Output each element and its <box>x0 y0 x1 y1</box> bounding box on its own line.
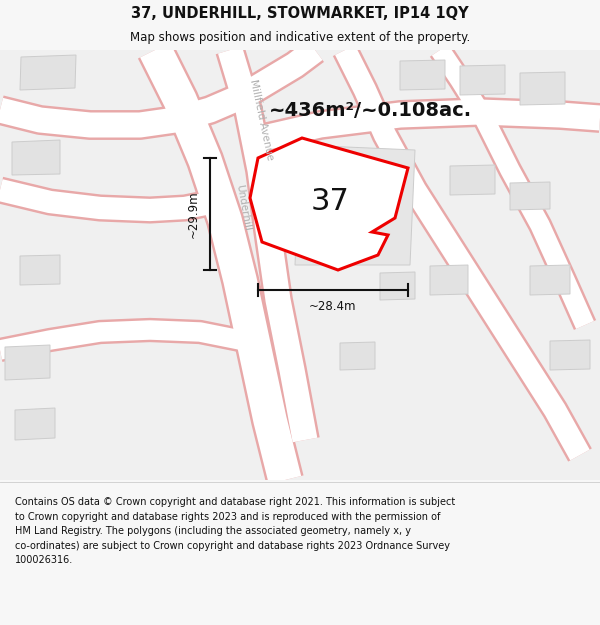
Polygon shape <box>20 55 76 90</box>
Text: Map shows position and indicative extent of the property.: Map shows position and indicative extent… <box>130 31 470 44</box>
Polygon shape <box>460 65 505 95</box>
Polygon shape <box>400 60 445 90</box>
Text: ~28.4m: ~28.4m <box>309 300 357 313</box>
Polygon shape <box>340 342 375 370</box>
Text: 37, UNDERHILL, STOWMARKET, IP14 1QY: 37, UNDERHILL, STOWMARKET, IP14 1QY <box>131 6 469 21</box>
Polygon shape <box>5 345 50 380</box>
Polygon shape <box>550 340 590 370</box>
Text: 37: 37 <box>311 188 349 216</box>
Polygon shape <box>295 145 415 265</box>
Polygon shape <box>250 138 408 270</box>
Polygon shape <box>15 408 55 440</box>
Polygon shape <box>520 72 565 105</box>
Polygon shape <box>450 165 495 195</box>
Text: ~436m²/~0.108ac.: ~436m²/~0.108ac. <box>268 101 472 119</box>
Polygon shape <box>530 265 570 295</box>
Text: Underhill: Underhill <box>234 184 252 232</box>
Polygon shape <box>12 140 60 175</box>
Polygon shape <box>430 265 468 295</box>
Text: Contains OS data © Crown copyright and database right 2021. This information is : Contains OS data © Crown copyright and d… <box>15 498 455 565</box>
Polygon shape <box>20 255 60 285</box>
Polygon shape <box>510 182 550 210</box>
Text: ~29.9m: ~29.9m <box>187 190 200 238</box>
Text: Millfield Avenue: Millfield Avenue <box>248 79 275 161</box>
Polygon shape <box>380 272 415 300</box>
